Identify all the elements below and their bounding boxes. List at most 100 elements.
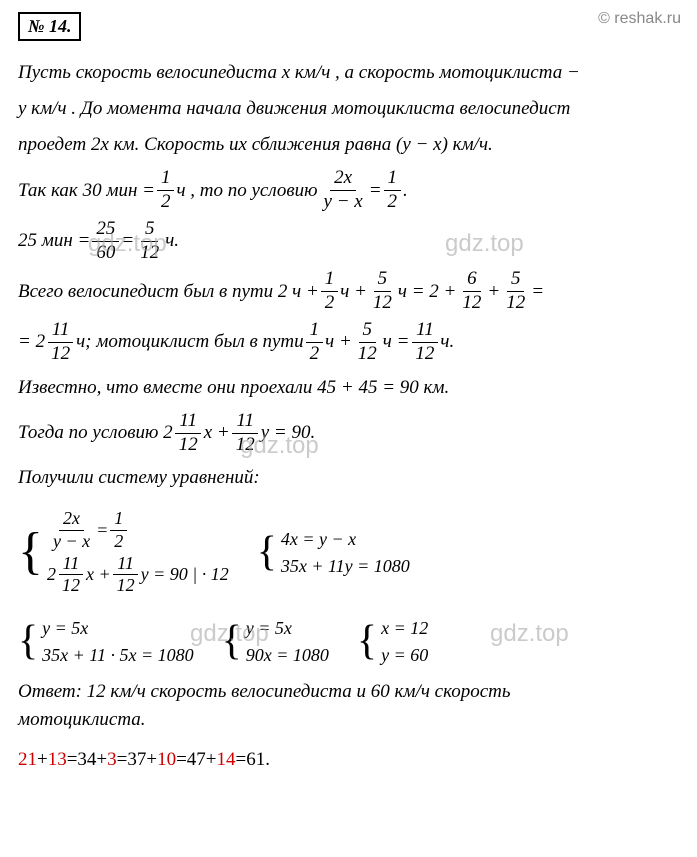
frac-den: 12 [175,434,202,457]
frac-num: 1 [110,508,127,531]
final-calc: 21+13=34+3=37+10=47+14=61. [18,749,679,771]
frac-num: 5 [374,268,392,292]
brace-icon: { [357,623,377,661]
para-9: Тогда по условию 2 11 12 x + 11 12 y = 9… [18,410,679,457]
frac-half-2: 1 2 [384,167,402,214]
frac-num: 11 [412,319,438,343]
frac-den: 12 [458,292,485,315]
final-p8: 14 [217,749,236,770]
sys2-row1: 4x = y − x [281,526,410,553]
sys3-row1: y = 5x [42,615,193,642]
frac-den: y − x [49,531,94,553]
brace-icon: { [18,623,38,661]
para-7: = 2 11 12 ч; мотоциклист был в пути 1 2 … [18,319,679,366]
final-p0: 21 [18,749,37,770]
frac-den: 12 [58,575,84,597]
frac-half-4: 1 2 [306,319,324,366]
sys5-row1: x = 12 [381,615,428,642]
p7-text-e: ч. [440,331,454,353]
equals: = [369,180,382,202]
frac-num: 5 [141,218,159,242]
frac-11-12-d: 11 12 [232,410,259,457]
sys1-row1: 2x y − x = 1 2 [47,508,229,552]
sys1-r2-a: 2 [47,561,56,588]
frac-den: 2 [321,292,339,315]
p6-text-d: + [487,281,500,303]
final-p7: =47+ [176,749,216,770]
system-4: { y = 5x 90x = 1080 [222,615,329,669]
brace-icon: { [18,529,43,576]
p9-text-a: Тогда по условию 2 [18,422,173,444]
p7-text-b: ч; мотоциклист был в пути [76,331,304,353]
frac-den: 2 [157,191,175,214]
p9-text-c: y = 90. [261,422,316,444]
final-p1: + [37,749,48,770]
frac-num: 5 [359,319,377,343]
frac-den: 12 [136,242,163,265]
frac-num: 1 [157,167,175,191]
para-4: Так как 30 мин = 1 2 ч , то по условию 2… [18,167,679,214]
system-5: { x = 12 y = 60 [357,615,428,669]
p9-text-b: x + [204,422,230,444]
para-5: 25 мин = 25 60 = 5 12 ч. [18,218,679,265]
system-1: { 2x y − x = 1 2 2 11 [18,508,229,596]
system-3: { y = 5x 35x + 11 · 5x = 1080 [18,615,194,669]
sys1-r2-c: y = 90 | · 12 [141,561,229,588]
frac-den: 2 [306,343,324,366]
frac-num: 11 [59,553,84,576]
p6-text-a: Всего велосипедист был в пути 2 ч + [18,281,319,303]
frac-11-12-a: 11 12 [47,319,74,366]
frac-num: 6 [463,268,481,292]
systems-row-2: { y = 5x 35x + 11 · 5x = 1080 { y = 5x 9… [18,609,679,675]
frac-num: 11 [48,319,74,343]
sys4-row2: 90x = 1080 [246,642,329,669]
frac-den: 2 [110,531,127,553]
frac-5-12-c: 5 12 [502,268,529,315]
p6-text-b: ч + [340,281,367,303]
final-p4: 3 [107,749,117,770]
problem-number-box: № 14. [18,12,81,41]
frac-num: 5 [507,268,525,292]
answer-line-2: мотоциклиста. [18,709,679,731]
frac-den: 12 [411,343,438,366]
frac-11-12-c: 11 12 [175,410,202,457]
p7-text-c: ч + [325,331,352,353]
p5-text-a: 25 мин = [18,230,90,252]
frac-5-12-a: 5 12 [136,218,163,265]
frac-2x-ymx-2: 2x y − x [49,508,94,552]
frac-11-12-f: 11 12 [113,553,139,597]
p4-text-a: Так как 30 мин = [18,180,155,202]
frac-num: 25 [92,218,119,242]
p4-text-c: . [403,180,408,202]
p4-text-b: ч , то по условию [176,180,317,202]
systems-row-1: { 2x y − x = 1 2 2 11 [18,502,679,602]
final-p5: =37+ [117,749,157,770]
para-1: Пусть скорость велосипедиста x км/ч , а … [18,55,679,91]
p6-text-e: = [531,281,544,303]
frac-11-12-b: 11 12 [411,319,438,366]
para-3: проедет 2x км. Скорость их сближения рав… [18,127,679,163]
frac-num: 11 [175,410,201,434]
frac-num: 1 [321,268,339,292]
final-p2: 13 [48,749,67,770]
frac-num: 1 [384,167,402,191]
frac-6-12: 6 12 [458,268,485,315]
frac-num: 2x [59,508,84,531]
frac-num: 1 [306,319,324,343]
frac-den: 12 [369,292,396,315]
frac-25-60: 25 60 [92,218,119,265]
frac-den: 60 [92,242,119,265]
frac-5-12-b: 5 12 [369,268,396,315]
frac-den: y − x [320,191,367,214]
frac-half-1: 1 2 [157,167,175,214]
frac-num: 2x [330,167,356,191]
frac-num: 11 [232,410,258,434]
p5-text-c: ч. [165,230,179,252]
frac-half-3: 1 2 [321,268,339,315]
p7-text-d: ч = [383,331,410,353]
final-p9: =61. [236,749,270,770]
frac-den: 12 [47,343,74,366]
sys5-row2: y = 60 [381,642,428,669]
frac-half-5: 1 2 [110,508,127,552]
brace-icon: { [222,623,242,661]
